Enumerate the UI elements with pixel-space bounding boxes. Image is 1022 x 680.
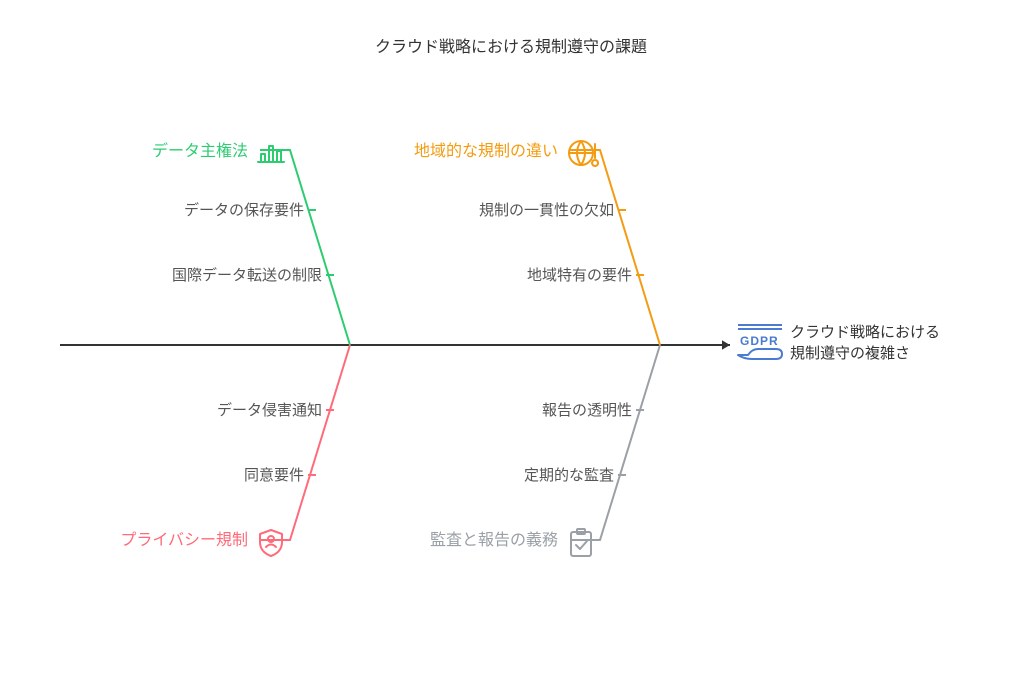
clipboard-check-icon xyxy=(571,529,591,556)
svg-text:GDPR: GDPR xyxy=(740,334,779,348)
category-label: プライバシー規制 xyxy=(120,531,248,549)
sub-cause-label: データの保存要件 xyxy=(184,201,304,219)
category-regional-regulations: 地域的な規制の違い規制の一貫性の欠如地域特有の要件 xyxy=(414,141,660,345)
sub-cause-label: 定期的な監査 xyxy=(524,467,614,484)
bone-line xyxy=(260,345,350,540)
bone-line xyxy=(260,150,350,345)
sub-cause-label: データ侵害通知 xyxy=(217,401,322,419)
fishbone-diagram: クラウド戦略における規制遵守の課題 データ主権法データの保存要件国際データ転送の… xyxy=(0,0,1022,680)
sub-cause-label: 同意要件 xyxy=(244,466,304,484)
bar-chart-icon xyxy=(258,146,284,162)
spine-arrowhead xyxy=(722,340,730,350)
gdpr-icon: GDPR xyxy=(738,325,782,359)
head-group: GDPR クラウド戦略における 規制遵守の複雑さ xyxy=(738,324,940,362)
bone-line xyxy=(570,345,660,540)
category-data-sovereignty: データ主権法データの保存要件国際データ転送の制限 xyxy=(152,141,350,345)
globe-icon xyxy=(569,141,598,166)
category-privacy-regulations: プライバシー規制 データ侵害通知同意要件 xyxy=(120,345,350,556)
sub-cause-label: 国際データ転送の制限 xyxy=(172,266,322,284)
bone-line xyxy=(570,150,660,345)
sub-cause-label: 地域特有の要件 xyxy=(527,267,632,284)
bones-group: データ主権法データの保存要件国際データ転送の制限地域的な規制の違い規制の一貫性の… xyxy=(120,141,660,556)
shield-user-icon xyxy=(260,530,282,556)
sub-cause-label: 規制の一貫性の欠如 xyxy=(479,202,614,219)
category-label: データ主権法 xyxy=(152,141,248,160)
category-label: 監査と報告の義務 xyxy=(430,531,558,549)
sub-cause-label: 報告の透明性 xyxy=(542,402,632,419)
spine xyxy=(60,340,730,350)
category-audit-reporting: 監査と報告の義務 報告の透明性定期的な監査 xyxy=(430,345,660,556)
diagram-title: クラウド戦略における規制遵守の課題 xyxy=(375,37,647,56)
category-label: 地域的な規制の違い xyxy=(414,142,558,160)
head-label-line1: クラウド戦略における xyxy=(790,324,940,341)
head-label-line2: 規制遵守の複雑さ xyxy=(790,344,910,362)
